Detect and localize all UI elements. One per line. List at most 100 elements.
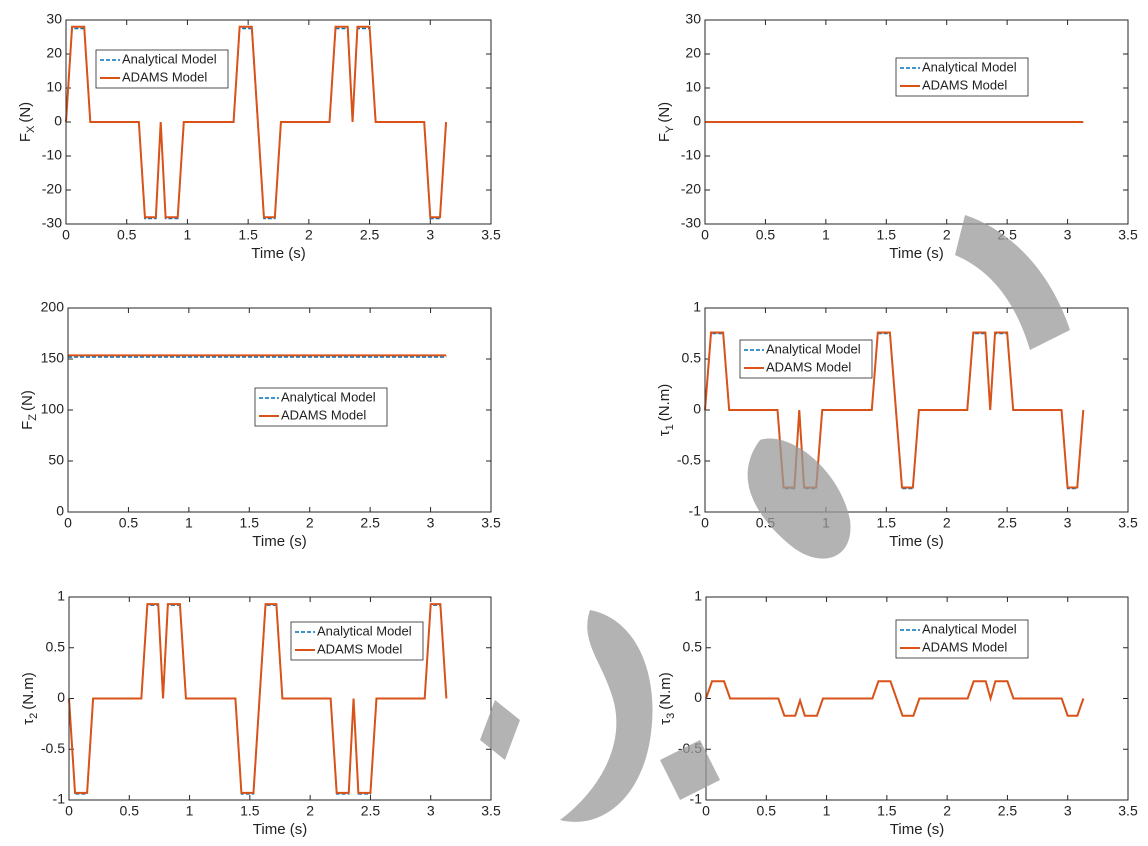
watermark-shape bbox=[480, 700, 520, 760]
x-tick-label: 3 bbox=[1064, 803, 1072, 819]
legend-label: ADAMS Model bbox=[281, 407, 366, 422]
x-axis-label: Time (s) bbox=[889, 245, 943, 262]
legend: Analytical Model ADAMS Model bbox=[95, 49, 229, 89]
axes-box bbox=[65, 19, 492, 225]
series-line bbox=[65, 25, 448, 219]
legend-box bbox=[254, 387, 388, 427]
x-tick-label: 0.5 bbox=[757, 803, 777, 819]
y-label-subscript: Y bbox=[664, 125, 676, 133]
subplot: 0 50 100 150 200 0 0.5 1 1.5 2 2.5 3 3.5 Time (s) FZ (N… bbox=[19, 299, 501, 550]
watermark-shape bbox=[660, 740, 720, 800]
y-tick-label: 1 bbox=[57, 588, 65, 604]
y-tick-label: 30 bbox=[685, 11, 701, 27]
y-tick-label: -1 bbox=[53, 791, 66, 807]
x-tick-label: 2 bbox=[943, 227, 951, 243]
y-label-unit: (N.m) bbox=[656, 384, 673, 422]
y-tick-label: 0 bbox=[693, 401, 701, 417]
legend-label: ADAMS Model bbox=[766, 359, 851, 374]
y-tick-label: 0 bbox=[694, 689, 702, 705]
y-tick-label: 20 bbox=[46, 45, 62, 61]
y-tick-label: 10 bbox=[685, 79, 701, 95]
x-tick-label: 1.5 bbox=[240, 803, 260, 819]
legend: Analytical Model ADAMS Model bbox=[254, 387, 388, 427]
x-tick-label: 1.5 bbox=[877, 515, 897, 531]
legend-box bbox=[739, 339, 873, 379]
x-tick-label: 3.5 bbox=[1118, 227, 1138, 243]
watermark-shape bbox=[955, 215, 1070, 350]
y-label-subscript: X bbox=[25, 125, 37, 133]
y-tick-label: -20 bbox=[42, 181, 62, 197]
y-tick-label: -10 bbox=[42, 147, 62, 163]
y-label-subscript: 1 bbox=[664, 424, 676, 430]
legend-label: ADAMS Model bbox=[317, 641, 402, 656]
y-axis-label: τ3 (N.m) bbox=[657, 672, 677, 725]
x-tick-label: 2.5 bbox=[360, 227, 380, 243]
x-tick-label: 3 bbox=[426, 227, 434, 243]
y-tick-label: 30 bbox=[46, 11, 62, 27]
y-tick-label: 0.5 bbox=[683, 638, 703, 654]
y-axis-label: τ1 (N.m) bbox=[656, 384, 676, 437]
x-tick-label: 2.5 bbox=[361, 803, 381, 819]
legend-label: ADAMS Model bbox=[922, 639, 1007, 654]
legend-label: Analytical Model bbox=[122, 51, 217, 66]
x-tick-label: 3 bbox=[427, 803, 435, 819]
x-axis-label: Time (s) bbox=[253, 821, 307, 838]
y-tick-label: 0 bbox=[693, 113, 701, 129]
y-tick-label: 0.5 bbox=[46, 638, 66, 654]
y-tick-label: -0.5 bbox=[677, 452, 701, 468]
x-tick-label: 3.5 bbox=[481, 515, 501, 531]
x-tick-label: 2.5 bbox=[997, 515, 1017, 531]
x-tick-label: 2 bbox=[306, 515, 314, 531]
axes-box bbox=[68, 596, 492, 801]
y-tick-label: -10 bbox=[681, 147, 701, 163]
legend-box bbox=[895, 57, 1029, 97]
y-label-subscript: 3 bbox=[665, 713, 677, 719]
x-tick-label: 0.5 bbox=[119, 515, 139, 531]
x-tick-label: 3 bbox=[1064, 227, 1072, 243]
x-tick-label: 1 bbox=[822, 227, 830, 243]
x-axis-label: Time (s) bbox=[890, 821, 944, 838]
x-axis-label: Time (s) bbox=[252, 533, 306, 550]
axes-box bbox=[704, 19, 1129, 225]
series-line bbox=[68, 603, 448, 794]
legend-label: Analytical Model bbox=[281, 389, 376, 404]
y-tick-label: 0 bbox=[57, 689, 65, 705]
series-line bbox=[705, 680, 1085, 717]
y-axis-label: τ2 (N.m) bbox=[20, 672, 40, 725]
x-tick-label: 0 bbox=[64, 515, 72, 531]
x-tick-label: 1.5 bbox=[238, 227, 258, 243]
y-tick-label: 0.5 bbox=[682, 350, 702, 366]
y-label-unit: (N) bbox=[19, 390, 36, 411]
y-tick-label: -20 bbox=[681, 181, 701, 197]
axes-box bbox=[67, 307, 492, 513]
legend-box bbox=[895, 619, 1029, 659]
y-label-unit: (N.m) bbox=[20, 672, 37, 710]
x-tick-label: 2 bbox=[943, 803, 951, 819]
watermark bbox=[480, 215, 1070, 822]
x-tick-label: 3.5 bbox=[1118, 515, 1138, 531]
legend: Analytical Model ADAMS Model bbox=[290, 621, 424, 661]
y-label-unit: (N) bbox=[656, 102, 673, 123]
y-label-symbol: F bbox=[656, 133, 673, 142]
y-tick-label: 100 bbox=[41, 401, 65, 417]
y-tick-label: -30 bbox=[42, 215, 62, 231]
y-tick-label: 20 bbox=[685, 45, 701, 61]
x-axis-label: Time (s) bbox=[889, 533, 943, 550]
watermark-shape bbox=[747, 438, 851, 559]
x-tick-label: 0.5 bbox=[117, 227, 137, 243]
y-label-unit: (N.m) bbox=[657, 672, 674, 710]
legend-label: Analytical Model bbox=[922, 59, 1017, 74]
x-tick-label: 3 bbox=[427, 515, 435, 531]
x-tick-label: 0 bbox=[702, 803, 710, 819]
y-label-symbol: F bbox=[17, 133, 34, 142]
x-tick-label: 1.5 bbox=[877, 803, 897, 819]
x-tick-label: 2 bbox=[943, 515, 951, 531]
legend-label: ADAMS Model bbox=[122, 69, 207, 84]
x-tick-label: 0 bbox=[62, 227, 70, 243]
